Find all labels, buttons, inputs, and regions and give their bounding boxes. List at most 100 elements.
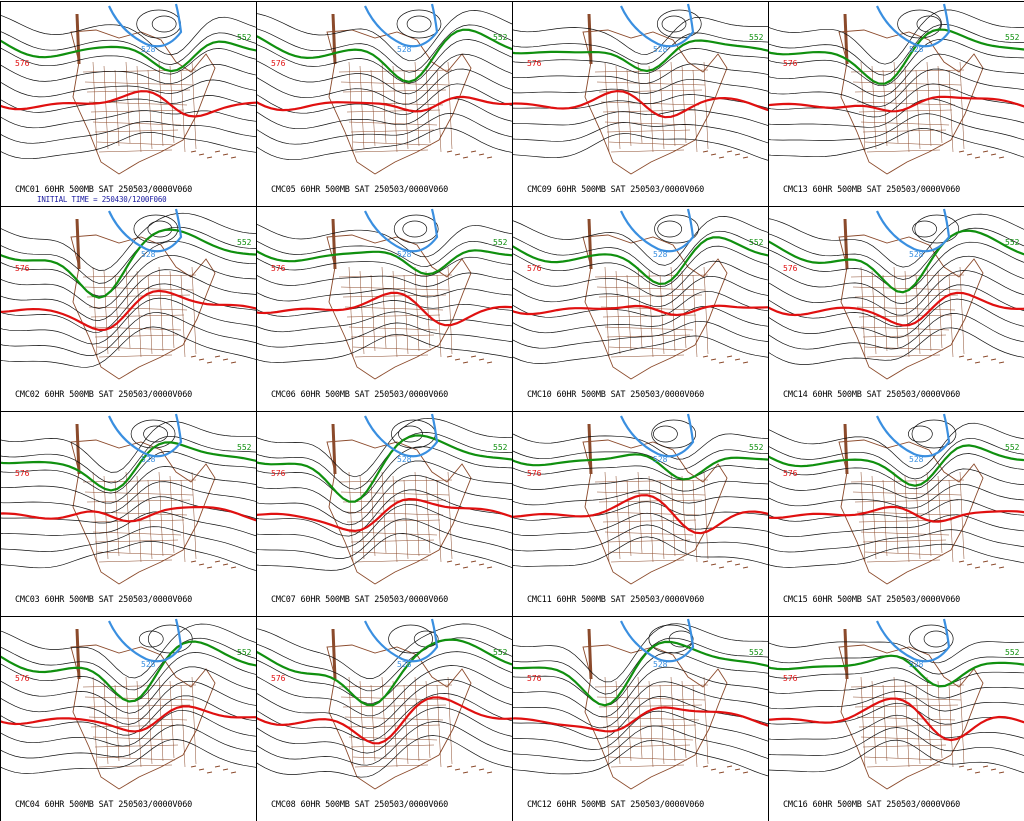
contour-528 — [620, 208, 695, 253]
contour-552 — [257, 434, 512, 503]
contour-label-552: 552 — [1005, 238, 1020, 247]
map-panel: 576 552 528 CMC13 60HR 500MB SAT 250503/000… — [768, 1, 1024, 206]
contour-552 — [513, 236, 768, 286]
contour-528 — [620, 618, 695, 663]
map-basemap — [838, 628, 1005, 790]
map-basemap — [326, 13, 493, 175]
contour-label-528: 528 — [909, 45, 924, 54]
contour-576 — [257, 291, 512, 327]
contour-label-552: 552 — [1005, 33, 1020, 42]
contour-552 — [769, 229, 1024, 294]
map-panel: 576 552 528 CMC14 60HR 500MB SAT 250503/000… — [768, 206, 1024, 411]
contour-label-576: 576 — [271, 674, 286, 683]
height-contours — [769, 419, 1024, 568]
panel-caption: CMC05 60HR 500MB SAT 250503/0000V060 — [271, 185, 449, 195]
contour-576 — [257, 696, 512, 745]
panel-caption: CMC15 60HR 500MB SAT 250503/0000V060 — [783, 595, 961, 605]
panel-caption: CMC09 60HR 500MB SAT 250503/0000V060 — [527, 185, 705, 195]
contour-label-576: 576 — [15, 59, 30, 68]
height-contours — [513, 623, 768, 777]
contour-label-576: 576 — [271, 264, 286, 273]
map-plot: 576 552 528 — [1, 3, 256, 175]
map-plot: 576 552 528 — [1, 413, 256, 585]
contour-576 — [513, 494, 768, 535]
contour-label-552: 552 — [493, 443, 508, 452]
map-plot: 576 552 528 — [257, 413, 512, 585]
contour-528 — [876, 413, 951, 458]
height-contours — [513, 419, 768, 567]
panel-caption: CMC08 60HR 500MB SAT 250503/0000V060 — [271, 800, 449, 810]
map-basemap — [70, 218, 237, 380]
map-plot: 576 552 528 — [257, 618, 512, 790]
map-panel: 576 552 528 CMC04 60HR 500MB SAT 250503/000… — [0, 616, 256, 821]
contour-label-552: 552 — [493, 238, 508, 247]
contour-576 — [1, 705, 256, 733]
map-panel: 576 552 528 CMC08 60HR 500MB SAT 250503/000… — [256, 616, 512, 821]
contour-label-528: 528 — [653, 45, 668, 54]
contour-label-552: 552 — [749, 238, 764, 247]
contour-label-528: 528 — [141, 45, 156, 54]
contour-label-576: 576 — [783, 469, 798, 478]
contour-552 — [513, 39, 768, 73]
contour-label-576: 576 — [783, 674, 798, 683]
contour-label-528: 528 — [397, 455, 412, 464]
panel-caption: CMC14 60HR 500MB SAT 250503/0000V060 — [783, 390, 961, 400]
map-panel: 576 552 528 CMC10 60HR 500MB SAT 250503/000… — [512, 206, 768, 411]
panel-caption: CMC10 60HR 500MB SAT 250503/0000V060 — [527, 390, 705, 400]
map-basemap — [838, 423, 1005, 585]
contour-label-552: 552 — [493, 648, 508, 657]
contour-576 — [257, 95, 512, 113]
contour-label-528: 528 — [397, 250, 412, 259]
contour-label-528: 528 — [141, 250, 156, 259]
map-basemap — [70, 13, 237, 175]
map-panel: 576 552 528 CMC01 60HR 500MB SAT 250503/000… — [0, 1, 256, 206]
panel-caption: CMC11 60HR 500MB SAT 250503/0000V060 — [527, 595, 705, 605]
height-contours — [1, 419, 256, 571]
contour-label-552: 552 — [237, 238, 252, 247]
panel-caption: CMC12 60HR 500MB SAT 250503/0000V060 — [527, 800, 705, 810]
height-contours — [513, 214, 768, 364]
contour-label-528: 528 — [909, 250, 924, 259]
contour-label-528: 528 — [141, 660, 156, 669]
contour-label-552: 552 — [237, 33, 252, 42]
map-basemap — [582, 423, 749, 585]
contour-528 — [364, 3, 439, 48]
map-plot: 576 552 528 — [769, 413, 1024, 585]
contour-label-528: 528 — [653, 455, 668, 464]
contour-552 — [513, 640, 768, 707]
map-panel: 576 552 528 CMC05 60HR 500MB SAT 250503/000… — [256, 1, 512, 206]
map-plot: 576 552 528 — [769, 618, 1024, 790]
panel-caption: CMC03 60HR 500MB SAT 250503/0000V060 — [15, 595, 193, 605]
map-panel: 576 552 528 CMC09 60HR 500MB SAT 250503/000… — [512, 1, 768, 206]
contour-528 — [620, 3, 695, 48]
map-plot: 576 552 528 — [1, 618, 256, 790]
contour-576 — [257, 497, 512, 533]
initial-time-caption: INITIAL TIME = 250430/1200F060 — [37, 195, 167, 204]
contour-576 — [513, 89, 768, 119]
map-plot: 576 552 528 — [513, 618, 768, 790]
contour-576 — [769, 697, 1024, 742]
panel-caption: CMC16 60HR 500MB SAT 250503/0000V060 — [783, 800, 961, 810]
contour-552 — [513, 453, 768, 481]
contour-label-528: 528 — [397, 45, 412, 54]
contour-label-552: 552 — [493, 33, 508, 42]
panel-caption: CMC04 60HR 500MB SAT 250503/0000V060 — [15, 800, 193, 810]
contour-label-528: 528 — [909, 455, 924, 464]
panel-caption: CMC13 60HR 500MB SAT 250503/0000V060 — [783, 185, 961, 195]
contour-label-552: 552 — [749, 443, 764, 452]
contour-552 — [257, 28, 512, 83]
contour-528 — [876, 618, 951, 663]
contour-label-576: 576 — [527, 674, 542, 683]
contour-576 — [769, 291, 1024, 327]
contour-label-552: 552 — [749, 648, 764, 657]
height-contours — [257, 214, 512, 363]
panel-caption: CMC06 60HR 500MB SAT 250503/0000V060 — [271, 390, 449, 400]
contour-528 — [876, 3, 951, 48]
contour-552 — [1, 39, 256, 73]
contour-552 — [769, 444, 1024, 487]
contour-label-576: 576 — [783, 264, 798, 273]
height-contours — [1, 9, 256, 160]
contour-label-576: 576 — [527, 59, 542, 68]
contour-528 — [364, 618, 439, 663]
